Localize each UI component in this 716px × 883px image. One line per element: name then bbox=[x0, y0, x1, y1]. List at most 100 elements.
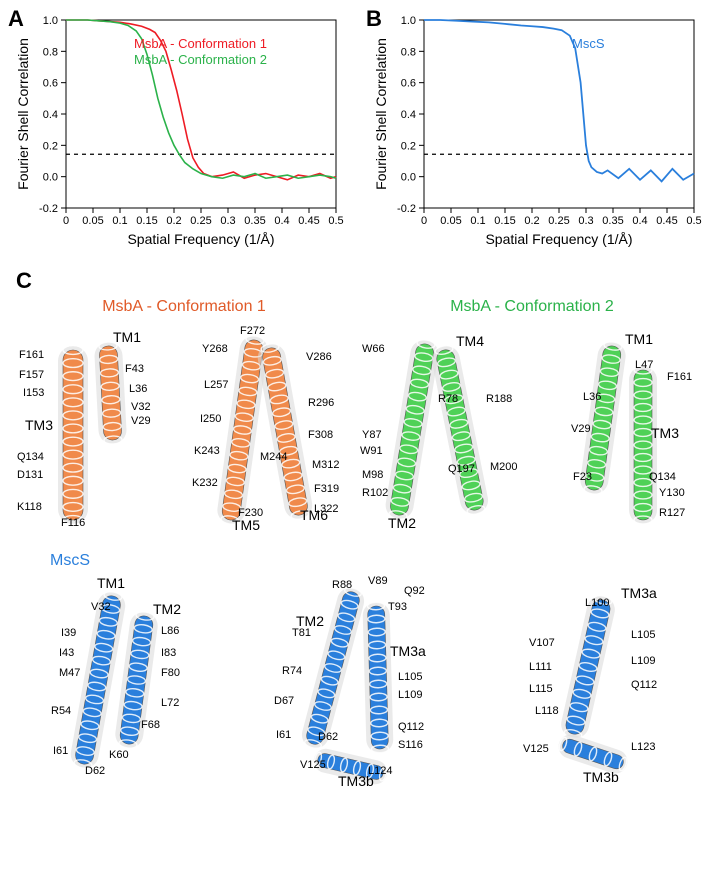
svg-text:0.6: 0.6 bbox=[401, 78, 416, 90]
svg-text:0.45: 0.45 bbox=[656, 215, 677, 227]
svg-text:K60: K60 bbox=[109, 749, 129, 761]
svg-text:0.8: 0.8 bbox=[43, 46, 58, 58]
title-msba1: MsbA - Conformation 1 bbox=[102, 298, 266, 316]
svg-text:F308: F308 bbox=[308, 429, 333, 441]
svg-text:L86: L86 bbox=[161, 625, 179, 637]
svg-text:0.25: 0.25 bbox=[190, 215, 211, 227]
svg-text:R74: R74 bbox=[282, 665, 302, 677]
svg-text:I39: I39 bbox=[61, 627, 76, 639]
svg-text:F157: F157 bbox=[19, 369, 44, 381]
svg-text:L109: L109 bbox=[631, 655, 655, 667]
svg-text:0.4: 0.4 bbox=[401, 109, 416, 121]
svg-text:V125: V125 bbox=[300, 759, 326, 771]
svg-text:L115: L115 bbox=[529, 683, 553, 695]
struct-msba2-b: TM1TM3L47F161L36V29F23Q134Y130R127 bbox=[533, 320, 703, 540]
svg-text:T81: T81 bbox=[292, 627, 311, 639]
svg-text:L257: L257 bbox=[204, 379, 228, 391]
svg-text:Q197: Q197 bbox=[448, 463, 475, 475]
svg-text:0.35: 0.35 bbox=[244, 215, 265, 227]
svg-text:Spatial Frequency (1/Å): Spatial Frequency (1/Å) bbox=[485, 231, 632, 247]
svg-text:R188: R188 bbox=[486, 393, 512, 405]
svg-text:0.15: 0.15 bbox=[136, 215, 157, 227]
svg-text:0.2: 0.2 bbox=[401, 140, 416, 152]
svg-text:Y87: Y87 bbox=[362, 429, 382, 441]
svg-text:M244: M244 bbox=[260, 451, 288, 463]
svg-text:L36: L36 bbox=[583, 391, 601, 403]
svg-text:V32: V32 bbox=[91, 601, 111, 613]
svg-text:R102: R102 bbox=[362, 487, 388, 499]
svg-text:F161: F161 bbox=[19, 349, 44, 361]
svg-text:-0.2: -0.2 bbox=[39, 203, 58, 215]
svg-text:V107: V107 bbox=[529, 637, 555, 649]
svg-text:F43: F43 bbox=[125, 363, 144, 375]
svg-text:S116: S116 bbox=[398, 739, 423, 751]
struct-msba2-a: TM4TM2W66R78R188Y87W91Q197M200M98R102 bbox=[356, 320, 526, 540]
svg-text:1.0: 1.0 bbox=[401, 15, 416, 27]
svg-text:R88: R88 bbox=[332, 579, 352, 591]
svg-text:R54: R54 bbox=[51, 705, 71, 717]
svg-text:F23: F23 bbox=[573, 471, 592, 483]
svg-text:K232: K232 bbox=[192, 477, 218, 489]
svg-text:0.1: 0.1 bbox=[112, 215, 127, 227]
svg-text:L322: L322 bbox=[314, 503, 338, 515]
svg-text:L72: L72 bbox=[161, 697, 179, 709]
svg-text:M200: M200 bbox=[490, 461, 518, 473]
svg-text:I61: I61 bbox=[53, 745, 68, 757]
svg-text:0.2: 0.2 bbox=[166, 215, 181, 227]
msba-title-row: MsbA - Conformation 1 MsbA - Conformatio… bbox=[10, 298, 706, 316]
svg-text:TM3b: TM3b bbox=[583, 769, 619, 785]
svg-text:L123: L123 bbox=[631, 741, 655, 753]
struct-msba1-b: TM5TM6F272Y268V286L257R296I250F308K243M2… bbox=[180, 320, 350, 540]
svg-text:D62: D62 bbox=[85, 765, 105, 777]
svg-text:R127: R127 bbox=[659, 507, 685, 519]
svg-text:0.0: 0.0 bbox=[401, 172, 416, 184]
svg-text:K118: K118 bbox=[17, 501, 42, 513]
legend-a-s1: MsbA - Conformation 1 bbox=[134, 36, 267, 52]
svg-text:TM3: TM3 bbox=[25, 417, 53, 433]
panel-a: A 00.050.10.150.20.250.30.350.40.450.5-0… bbox=[14, 10, 344, 250]
svg-text:0.45: 0.45 bbox=[298, 215, 319, 227]
svg-text:0.6: 0.6 bbox=[43, 78, 58, 90]
svg-text:Spatial Frequency (1/Å): Spatial Frequency (1/Å) bbox=[127, 231, 274, 247]
svg-text:I153: I153 bbox=[23, 387, 44, 399]
panel-b: B 00.050.10.150.20.250.30.350.40.450.5-0… bbox=[372, 10, 702, 250]
svg-text:L118: L118 bbox=[535, 705, 559, 717]
svg-text:TM2: TM2 bbox=[153, 601, 181, 617]
svg-text:L124: L124 bbox=[368, 765, 392, 777]
struct-msba1-a: TM1TM3F161F157I153F43L36V32V29Q134D131K1… bbox=[13, 320, 173, 540]
svg-text:0.25: 0.25 bbox=[548, 215, 569, 227]
svg-text:L109: L109 bbox=[398, 689, 422, 701]
svg-text:1.0: 1.0 bbox=[43, 15, 58, 27]
svg-text:Q112: Q112 bbox=[631, 679, 657, 691]
svg-text:I83: I83 bbox=[161, 647, 176, 659]
svg-text:0.2: 0.2 bbox=[43, 140, 58, 152]
svg-text:TM3a: TM3a bbox=[621, 585, 657, 601]
svg-text:D67: D67 bbox=[274, 695, 294, 707]
svg-text:L105: L105 bbox=[398, 671, 422, 683]
svg-text:F319: F319 bbox=[314, 483, 339, 495]
svg-text:W91: W91 bbox=[360, 445, 383, 457]
svg-text:L100: L100 bbox=[585, 597, 609, 609]
svg-text:F80: F80 bbox=[161, 667, 180, 679]
svg-text:0.3: 0.3 bbox=[578, 215, 593, 227]
svg-text:Q134: Q134 bbox=[649, 471, 676, 483]
svg-text:0.35: 0.35 bbox=[602, 215, 623, 227]
svg-text:V29: V29 bbox=[571, 423, 591, 435]
svg-text:Q112: Q112 bbox=[398, 721, 424, 733]
top-row: A 00.050.10.150.20.250.30.350.40.450.5-0… bbox=[10, 10, 706, 250]
svg-text:F161: F161 bbox=[667, 371, 692, 383]
mscs-title-row: MscS bbox=[10, 552, 706, 570]
svg-text:V125: V125 bbox=[523, 743, 549, 755]
svg-text:L47: L47 bbox=[635, 359, 653, 371]
panel-c-letter: C bbox=[16, 268, 706, 294]
svg-text:0.4: 0.4 bbox=[43, 109, 58, 121]
svg-text:M47: M47 bbox=[59, 667, 80, 679]
svg-text:L105: L105 bbox=[631, 629, 655, 641]
svg-text:0.3: 0.3 bbox=[220, 215, 235, 227]
svg-text:Q92: Q92 bbox=[404, 585, 425, 597]
svg-text:0.5: 0.5 bbox=[328, 215, 343, 227]
panel-b-legend: MscS bbox=[572, 36, 605, 52]
msba-structures: TM1TM3F161F157I153F43L36V32V29Q134D131K1… bbox=[10, 320, 706, 540]
svg-text:0.8: 0.8 bbox=[401, 46, 416, 58]
svg-text:F68: F68 bbox=[141, 719, 160, 731]
